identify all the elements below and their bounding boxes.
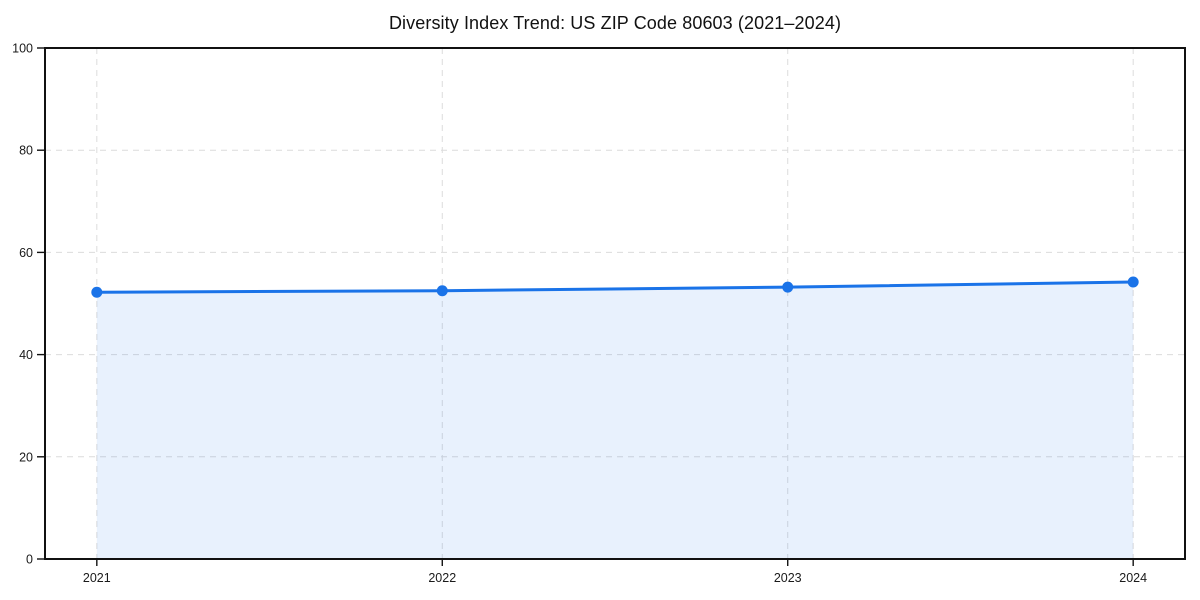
trend-line — [95, 280, 1135, 294]
x-tick-label: 2024 — [1119, 571, 1147, 585]
y-tick-label: 0 — [26, 553, 33, 567]
area-fill — [96, 282, 1134, 559]
y-tick-label: 60 — [19, 246, 33, 260]
data-point-2023 — [782, 281, 794, 293]
y-tick-label: 20 — [19, 450, 33, 464]
data-point-2021 — [91, 286, 103, 298]
y-tick-label: 40 — [19, 348, 33, 362]
x-tick-label: 2021 — [83, 571, 111, 585]
x-tick-label: 2022 — [428, 571, 456, 585]
x-tick-label: 2023 — [774, 571, 802, 585]
y-tick-label: 80 — [19, 144, 33, 158]
chart-title: Diversity Index Trend: US ZIP Code 80603… — [388, 13, 842, 33]
data-point-2024 — [1127, 276, 1139, 288]
plot-border — [44, 47, 1186, 560]
y-tick-label: 100 — [12, 42, 33, 56]
data-point-2022 — [436, 285, 448, 297]
